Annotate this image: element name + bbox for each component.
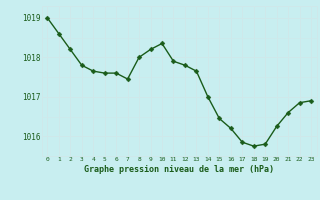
X-axis label: Graphe pression niveau de la mer (hPa): Graphe pression niveau de la mer (hPa) [84, 165, 274, 174]
